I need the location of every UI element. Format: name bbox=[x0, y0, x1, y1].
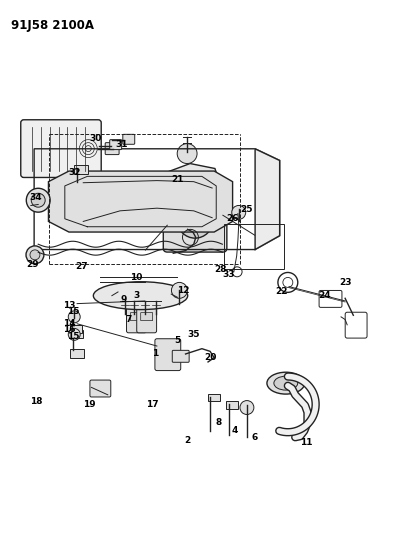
Text: 28: 28 bbox=[214, 265, 227, 273]
Text: 33: 33 bbox=[222, 270, 235, 279]
FancyBboxPatch shape bbox=[90, 380, 111, 397]
Text: 35: 35 bbox=[187, 330, 200, 339]
Polygon shape bbox=[49, 171, 233, 232]
Circle shape bbox=[68, 328, 80, 341]
Text: 91J58 2100A: 91J58 2100A bbox=[11, 19, 94, 33]
FancyBboxPatch shape bbox=[155, 339, 181, 370]
Text: 5: 5 bbox=[174, 336, 180, 345]
Text: 21: 21 bbox=[171, 174, 184, 183]
Text: 19: 19 bbox=[83, 400, 96, 409]
FancyBboxPatch shape bbox=[137, 299, 157, 333]
FancyBboxPatch shape bbox=[172, 350, 189, 362]
Circle shape bbox=[26, 188, 50, 212]
Circle shape bbox=[171, 282, 187, 298]
Text: 29: 29 bbox=[26, 261, 38, 269]
Circle shape bbox=[232, 205, 246, 220]
Text: 9: 9 bbox=[121, 295, 127, 304]
Text: 13: 13 bbox=[63, 301, 75, 310]
Circle shape bbox=[191, 216, 199, 224]
Circle shape bbox=[26, 246, 44, 264]
FancyBboxPatch shape bbox=[126, 299, 146, 333]
Text: 8: 8 bbox=[215, 418, 221, 427]
Text: 6: 6 bbox=[252, 433, 258, 442]
Text: 1: 1 bbox=[152, 350, 158, 359]
FancyBboxPatch shape bbox=[74, 165, 88, 174]
Text: 11: 11 bbox=[300, 438, 313, 447]
FancyBboxPatch shape bbox=[131, 313, 143, 320]
Text: 26: 26 bbox=[226, 214, 239, 223]
Circle shape bbox=[31, 193, 45, 207]
Circle shape bbox=[240, 401, 254, 415]
Text: 18: 18 bbox=[30, 397, 42, 406]
FancyBboxPatch shape bbox=[208, 394, 220, 401]
FancyBboxPatch shape bbox=[105, 143, 119, 155]
Text: 16: 16 bbox=[63, 325, 75, 334]
Text: 20: 20 bbox=[204, 353, 216, 362]
Polygon shape bbox=[155, 164, 220, 206]
Text: 14: 14 bbox=[63, 319, 75, 328]
Circle shape bbox=[30, 250, 40, 260]
FancyBboxPatch shape bbox=[163, 188, 227, 252]
FancyBboxPatch shape bbox=[110, 140, 122, 150]
Circle shape bbox=[177, 144, 197, 164]
Text: 12: 12 bbox=[177, 286, 190, 295]
Ellipse shape bbox=[267, 372, 304, 394]
Text: 22: 22 bbox=[276, 287, 288, 296]
Circle shape bbox=[68, 311, 80, 323]
FancyBboxPatch shape bbox=[21, 120, 101, 177]
Text: 27: 27 bbox=[75, 262, 87, 271]
Text: 32: 32 bbox=[69, 167, 81, 176]
Polygon shape bbox=[255, 149, 280, 249]
Circle shape bbox=[185, 211, 205, 230]
Text: 4: 4 bbox=[232, 426, 238, 435]
FancyBboxPatch shape bbox=[123, 134, 135, 144]
Text: 34: 34 bbox=[29, 193, 42, 202]
Text: 15: 15 bbox=[67, 307, 79, 316]
Text: 17: 17 bbox=[147, 400, 159, 409]
Text: 25: 25 bbox=[241, 205, 253, 214]
FancyBboxPatch shape bbox=[69, 330, 83, 338]
Text: 15: 15 bbox=[67, 332, 79, 341]
Text: 2: 2 bbox=[185, 436, 191, 445]
Text: 3: 3 bbox=[133, 291, 140, 300]
FancyBboxPatch shape bbox=[70, 325, 82, 333]
Text: 31: 31 bbox=[116, 140, 129, 149]
Text: 10: 10 bbox=[130, 272, 143, 281]
FancyBboxPatch shape bbox=[70, 349, 84, 358]
Text: 30: 30 bbox=[89, 134, 102, 143]
Ellipse shape bbox=[274, 376, 298, 390]
FancyBboxPatch shape bbox=[226, 401, 238, 409]
Ellipse shape bbox=[94, 282, 188, 310]
Text: 24: 24 bbox=[318, 291, 331, 300]
Text: 23: 23 bbox=[339, 278, 351, 287]
FancyBboxPatch shape bbox=[141, 313, 152, 320]
Text: 7: 7 bbox=[125, 315, 131, 324]
Circle shape bbox=[177, 203, 213, 238]
